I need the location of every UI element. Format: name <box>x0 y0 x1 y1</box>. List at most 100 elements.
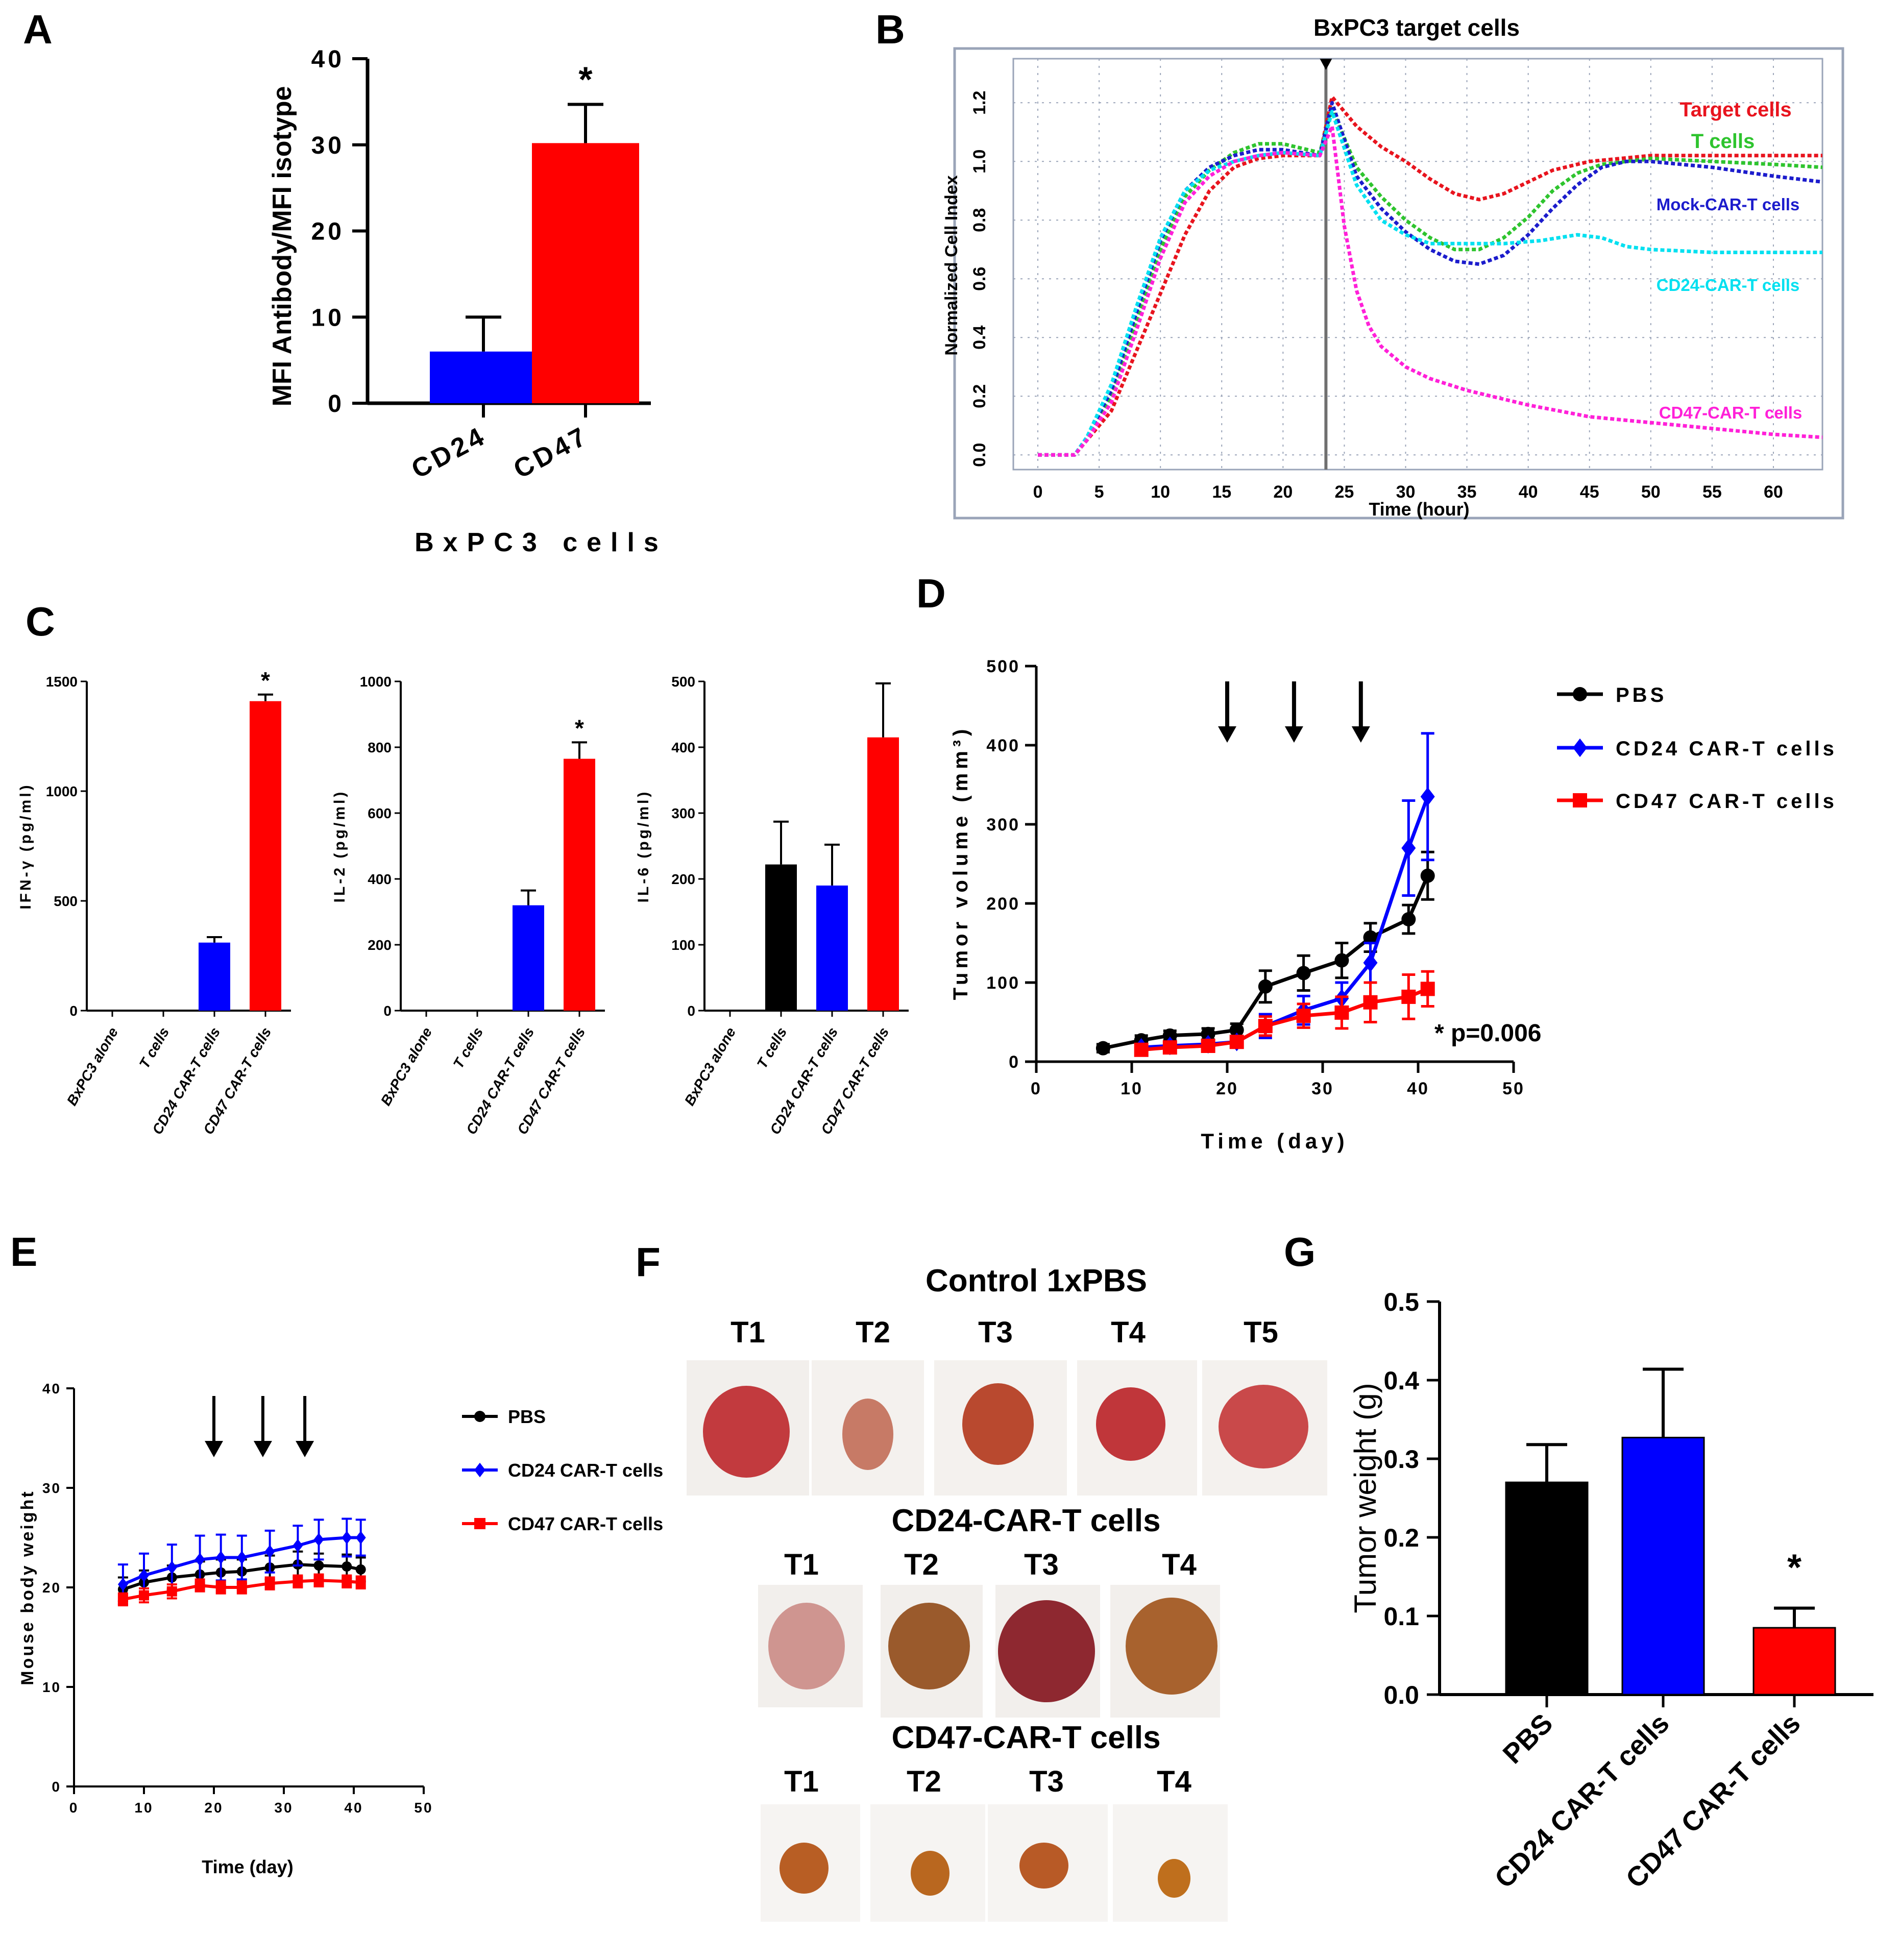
photo-label: T5 <box>1244 1316 1278 1349</box>
data-point-cd24-car-t-cells <box>194 1553 205 1566</box>
photo-label: T2 <box>904 1548 939 1581</box>
data-point-cd47-car-t-cells <box>264 1578 275 1589</box>
data-point-cd47-car-t-cells <box>342 1576 352 1587</box>
data-point-cd24-car-t-cells <box>313 1533 324 1547</box>
x-axis-label: BxPC3 cells <box>415 528 668 557</box>
y-tick-label: 0 <box>687 1003 695 1019</box>
y-tick-label: 0 <box>383 1003 392 1019</box>
y-tick-label: 800 <box>368 740 392 755</box>
data-point-pbs <box>1162 1028 1177 1043</box>
y-tick-label: 500 <box>986 657 1020 676</box>
panel-letter-e: E <box>10 1229 37 1275</box>
bar <box>199 942 230 1011</box>
photo-group-title-pbs: Control 1xPBS <box>926 1263 1147 1298</box>
data-point-cd47-car-t-cells <box>117 1594 128 1605</box>
series-label: Mock-CAR-T cells <box>1657 195 1800 214</box>
tumor-photo <box>1219 1385 1308 1468</box>
y-axis-label: MFI Antibody/MFI isotype <box>267 86 297 407</box>
data-point-pbs <box>1334 953 1349 968</box>
panel-e-line-chart: 0 10 20 30 40 0 10 20 30 40 50 Time (day) Mouse body… <box>18 1381 663 1877</box>
y-tick-label: 10 <box>42 1679 61 1695</box>
x-tick-label: 10 <box>1121 1079 1143 1098</box>
annotation: * p=0.006 <box>1434 1020 1541 1047</box>
significance-mark: * <box>1787 1548 1801 1588</box>
y-tick-label: 600 <box>368 805 392 821</box>
dosing-arrow-head <box>296 1441 314 1457</box>
data-point-pbs <box>313 1560 324 1571</box>
significance-mark: * <box>261 667 270 694</box>
data-point-pbs <box>1095 1041 1110 1056</box>
x-tick-label: 45 <box>1580 482 1599 502</box>
y-tick-label: 1.2 <box>970 91 989 115</box>
chart-title: BxPC3 target cells <box>1313 14 1520 41</box>
y-tick-label: 0.2 <box>970 384 989 408</box>
x-tick-label: 15 <box>1212 482 1231 502</box>
photo-label: T2 <box>856 1316 890 1349</box>
y-tick-label: 1500 <box>46 674 78 690</box>
y-tick-label: 300 <box>671 805 695 821</box>
photo-label: T1 <box>731 1316 765 1349</box>
bar <box>250 701 281 1011</box>
x-tick-label: 25 <box>1334 482 1354 502</box>
data-point-cd47-car-t-cells <box>215 1582 226 1592</box>
bar-pbs <box>1505 1481 1589 1696</box>
series-line-t-cells <box>1038 107 1823 457</box>
y-tick-label: 0 <box>1009 1052 1020 1072</box>
data-point-cd24-car-t-cells <box>166 1561 177 1574</box>
series-line-cd47-car-t-cells <box>1141 987 1429 1052</box>
tumor-photo <box>888 1603 970 1689</box>
y-tick-label: 0.6 <box>970 267 989 291</box>
y-tick-label: 1.0 <box>970 150 989 174</box>
tumor-photo <box>962 1383 1034 1465</box>
panel-letter-d: D <box>916 571 946 616</box>
photo-label: T4 <box>1111 1316 1146 1349</box>
legend-marker <box>474 1518 485 1529</box>
data-point-cd47-car-t-cells <box>1258 1019 1273 1034</box>
bar <box>564 758 595 1011</box>
data-point-cd47-car-t-cells <box>236 1582 247 1592</box>
x-tick-label: 50 <box>414 1800 433 1816</box>
y-tick-label: 30 <box>311 132 345 159</box>
tumor-photo <box>768 1603 845 1689</box>
y-tick-label: 10 <box>311 304 345 331</box>
tumor-photo <box>1158 1859 1190 1898</box>
data-point-pbs <box>1258 979 1273 994</box>
y-tick-label: 0.2 <box>1383 1524 1419 1552</box>
legend-label: CD24 CAR-T cells <box>508 1460 663 1481</box>
series-label: CD24-CAR-T cells <box>1657 276 1800 295</box>
photo-label: T2 <box>907 1765 941 1798</box>
data-point-cd24-car-t-cells <box>355 1531 366 1545</box>
legend-label: CD24 CAR-T cells <box>1616 738 1837 760</box>
photo-label: T3 <box>978 1316 1013 1349</box>
bar-cd24 <box>430 351 537 403</box>
series-label: CD47-CAR-T cells <box>1659 403 1803 422</box>
panel-f-tumor-photos: Control 1xPBS CD24-CAR-T cells CD47-CAR-… <box>687 1263 1327 1922</box>
panel-letter-f: F <box>636 1239 661 1285</box>
dosing-arrow-head <box>1218 726 1236 743</box>
panel-d-line-chart: 0 100 200 300 400 500 0 10 20 30 40 50 Time (day) Tum… <box>950 657 1837 1153</box>
significance-mark: * <box>575 715 584 741</box>
data-point-cd47-car-t-cells <box>139 1590 149 1601</box>
y-tick-label: 1000 <box>360 674 392 690</box>
series-label: Target cells <box>1679 99 1791 121</box>
bar <box>513 905 544 1011</box>
x-tick-label: 40 <box>344 1800 363 1816</box>
data-point-pbs <box>355 1564 366 1575</box>
plot-frame <box>1012 58 1823 471</box>
data-point-cd24-car-t-cells <box>215 1551 226 1564</box>
y-tick-label: 0.4 <box>1383 1366 1419 1395</box>
legend-label: PBS <box>508 1406 546 1427</box>
y-tick-label: 0 <box>69 1003 78 1019</box>
y-tick-label: 100 <box>986 973 1020 993</box>
series-line-target-cells <box>1038 95 1822 457</box>
data-point-cd47-car-t-cells <box>1363 995 1378 1010</box>
y-tick-label: 0 <box>328 390 345 418</box>
data-point-pbs <box>342 1561 352 1572</box>
legend-marker <box>1573 687 1587 701</box>
x-tick-label: 0 <box>1033 482 1043 502</box>
y-tick-label: 30 <box>42 1480 61 1496</box>
data-point-cd47-car-t-cells <box>1201 1039 1215 1053</box>
y-tick-label: 400 <box>368 871 392 887</box>
tumor-photo <box>998 1600 1095 1702</box>
bar <box>867 737 899 1011</box>
